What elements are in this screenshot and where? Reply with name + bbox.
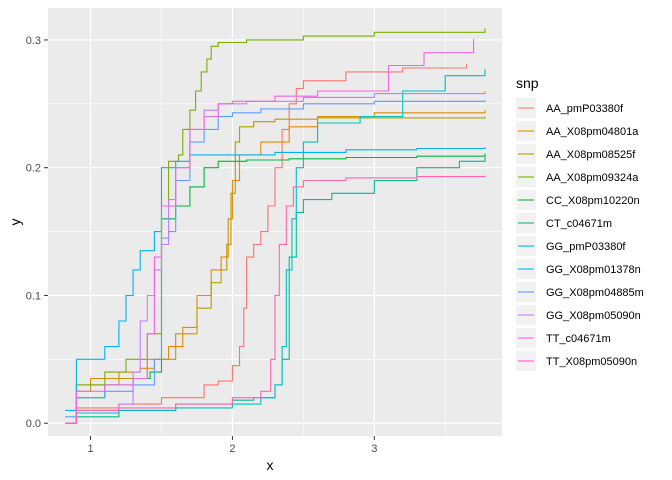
series-layer	[65, 28, 486, 424]
x-axis-title: x	[267, 457, 274, 473]
y-tick-label: 0.0	[26, 418, 41, 430]
legend-label: GG_X08pm04885m	[546, 287, 644, 299]
legend-label: AA_X08pm09324a	[546, 172, 639, 184]
legend-label: CT_c04671m	[546, 218, 612, 230]
legend-label: AA_X08pm08525f	[546, 149, 636, 161]
legend: snp AA_pmP03380f AA_X08pm04801a AA_X08pm08…	[516, 75, 644, 371]
legend-label: TT_c04671m	[546, 333, 611, 345]
legend-label: GG_X08pm05090n	[546, 310, 641, 322]
x-tick-label: 1	[88, 443, 94, 455]
legend-label: GG_X08pm01378n	[546, 264, 641, 276]
series-line-AA_X08pm08525f	[65, 116, 486, 424]
x-tick-label: 2	[229, 443, 235, 455]
legend-label: AA_X08pm04801a	[546, 126, 639, 138]
series-line-AA_pmP03380f	[65, 64, 468, 424]
y-tick-label: 0.1	[26, 290, 41, 302]
y-axis-title: y	[7, 219, 23, 226]
axis-ticks: 1 2 3 0.0 0.1 0.2 0.3	[26, 35, 378, 455]
x-tick-label: 3	[371, 443, 377, 455]
legend-label: GG_pmP03380f	[546, 241, 626, 253]
y-tick-label: 0.3	[26, 35, 41, 47]
legend-title: snp	[516, 75, 539, 91]
series-line-TT_c04671m	[65, 38, 475, 424]
y-tick-label: 0.2	[26, 163, 41, 175]
series-line-GG_X08pm01378n	[65, 147, 486, 411]
legend-label: CC_X08pm10220n	[546, 195, 640, 207]
series-line-GG_pmP03380f	[65, 69, 486, 424]
panel-background	[48, 8, 502, 436]
legend-label: AA_pmP03380f	[546, 103, 624, 115]
legend-label: TT_X08pm05090n	[546, 356, 637, 368]
legend-items: AA_pmP03380f AA_X08pm04801a AA_X08pm08525f…	[516, 98, 644, 371]
series-line-GG_X08pm05090n	[65, 91, 486, 424]
series-line-AA_X08pm09324a	[65, 28, 486, 424]
series-line-TT_X08pm05090n	[65, 175, 486, 424]
